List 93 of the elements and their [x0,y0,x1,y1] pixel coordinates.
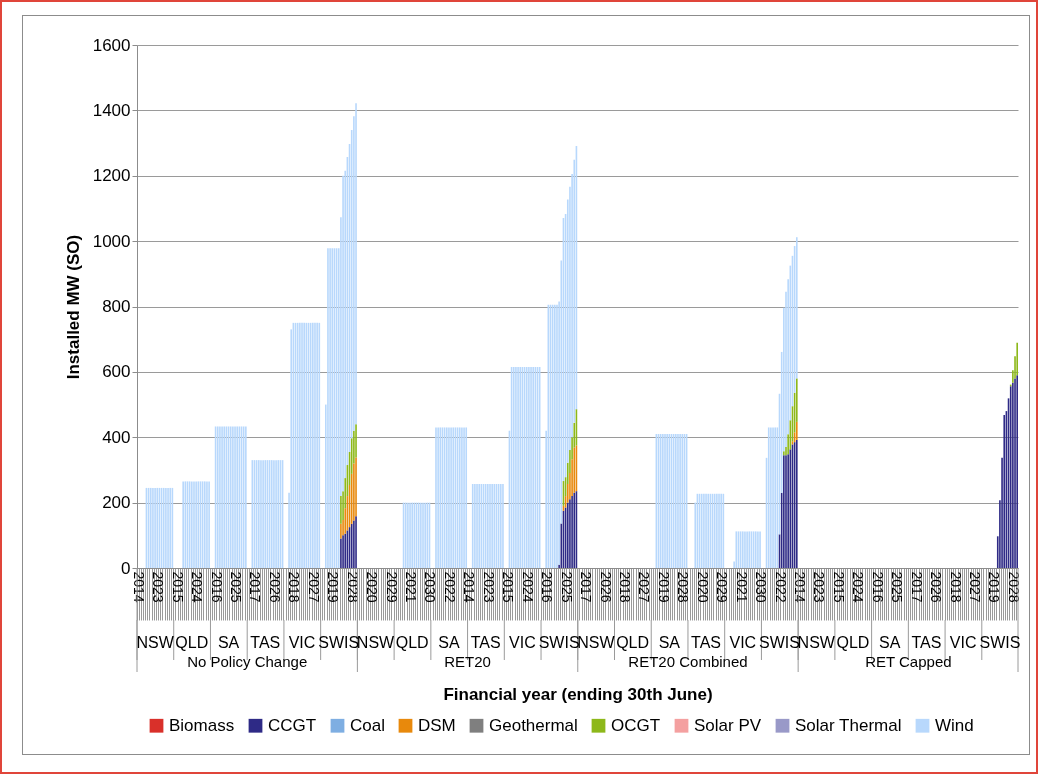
x-tick-label: 2025 [228,571,245,603]
text: QLD [836,634,870,651]
x-tick-label: 2028 [1005,571,1022,603]
text: VIC [509,634,536,651]
text: VIC [288,634,316,651]
y-tick-label: 600 [102,362,131,382]
x-tick-label: 2015 [169,571,186,603]
x-tick-label: 2016 [539,571,556,603]
x-tick-label: 2017 [247,571,264,603]
text: TAS [911,634,942,651]
text: SWIS [538,634,580,651]
x-tick-label: 2018 [286,571,303,603]
text: TAS [470,634,501,651]
x-tick-label: 2027 [966,571,983,603]
legend-label: Biomass [169,715,235,735]
y-axis-title: Installed MW (SO) [63,234,83,380]
x-tick-label: 2020 [364,571,381,603]
x-tick-label: 2024 [519,571,536,603]
x-tick-label: 2029 [383,571,400,603]
x-tick-label: 2015 [830,571,847,603]
legend-label: Wind [935,715,974,735]
text: SA [879,634,901,651]
x-tick-label: 2019 [986,571,1003,603]
text: QLD [175,634,209,651]
text: VIC [949,634,977,651]
y-tick-label: 1200 [92,166,131,186]
x-tick-label: 2029 [714,571,731,603]
x-tick-label: 2019 [325,571,342,603]
text: No Policy Change [187,653,308,670]
text: SWIS [318,634,360,651]
x-tick-label: 2025 [558,571,575,603]
text: NSW [797,634,836,651]
text: RET Capped [865,653,952,670]
y-tick-label: 1600 [92,35,131,55]
x-tick-label: 2017 [578,571,595,603]
x-tick-label: 2019 [655,571,672,603]
x-tick-label: 2025 [889,571,906,603]
legend-label: Coal [350,715,385,735]
y-tick-label: 200 [102,493,131,513]
text: RET20 Combined [628,653,748,670]
y-tick-label: 800 [102,297,131,316]
x-tick-label: 2021 [403,571,420,603]
text: SWIS [979,634,1021,651]
x-tick-label: 2017 [908,571,925,603]
x-tick-label: 2022 [441,571,458,603]
text: SA [658,634,681,651]
legend-label: CCGT [268,715,317,735]
x-tick-label: 2014 [791,571,808,603]
text: SWIS [759,634,800,651]
x-tick-label: 2027 [636,571,653,603]
x-tick-label: 2023 [150,571,167,603]
x-tick-label: 2026 [597,571,614,603]
y-tick-label: 1400 [92,100,131,120]
x-tick-label: 2016 [208,571,225,603]
x-tick-label: 2028 [675,571,692,603]
text: NSW [577,634,616,651]
x-tick-label: 2026 [266,571,283,603]
legend-label: DSM [418,715,456,735]
x-tick-label: 2016 [869,571,886,603]
text: NSW [136,634,175,651]
x-tick-label: 2022 [772,571,789,603]
legend-label: Solar PV [694,715,762,735]
text: VIC [729,634,757,651]
text: QLD [616,634,650,651]
x-tick-label: 2024 [850,571,867,603]
text: TAS [691,634,722,651]
x-tick-label: 2024 [189,571,206,603]
text: QLD [395,634,429,651]
x-axis-title: Financial year (ending 30th June) [443,684,713,704]
x-tick-label: 2021 [733,571,750,603]
x-tick-label: 2026 [928,571,945,603]
x-tick-label: 2018 [616,571,633,603]
x-tick-label: 2020 [694,571,711,603]
x-tick-label: 2030 [422,571,439,603]
legend-label: Solar Thermal [795,715,902,735]
x-tick-label: 2030 [753,571,770,603]
x-tick-label: 2014 [130,571,147,603]
y-tick-label: 400 [102,427,131,447]
x-tick-label: 2018 [947,571,964,603]
text: RET20 [444,653,491,670]
text: TAS [250,634,281,651]
x-tick-label: 2023 [811,571,828,603]
x-tick-label: 2023 [480,571,497,603]
legend-label: Geothermal [489,715,578,735]
x-tick-label: 2027 [305,571,322,603]
x-tick-label: 2014 [461,571,478,603]
text: SA [217,634,240,651]
text: SA [438,634,460,651]
y-tick-label: 1000 [92,231,131,251]
x-tick-label: 2028 [344,571,361,603]
x-tick-label: 2015 [500,571,517,603]
y-tick-label: 0 [121,558,131,578]
legend-label: OCGT [611,715,661,735]
